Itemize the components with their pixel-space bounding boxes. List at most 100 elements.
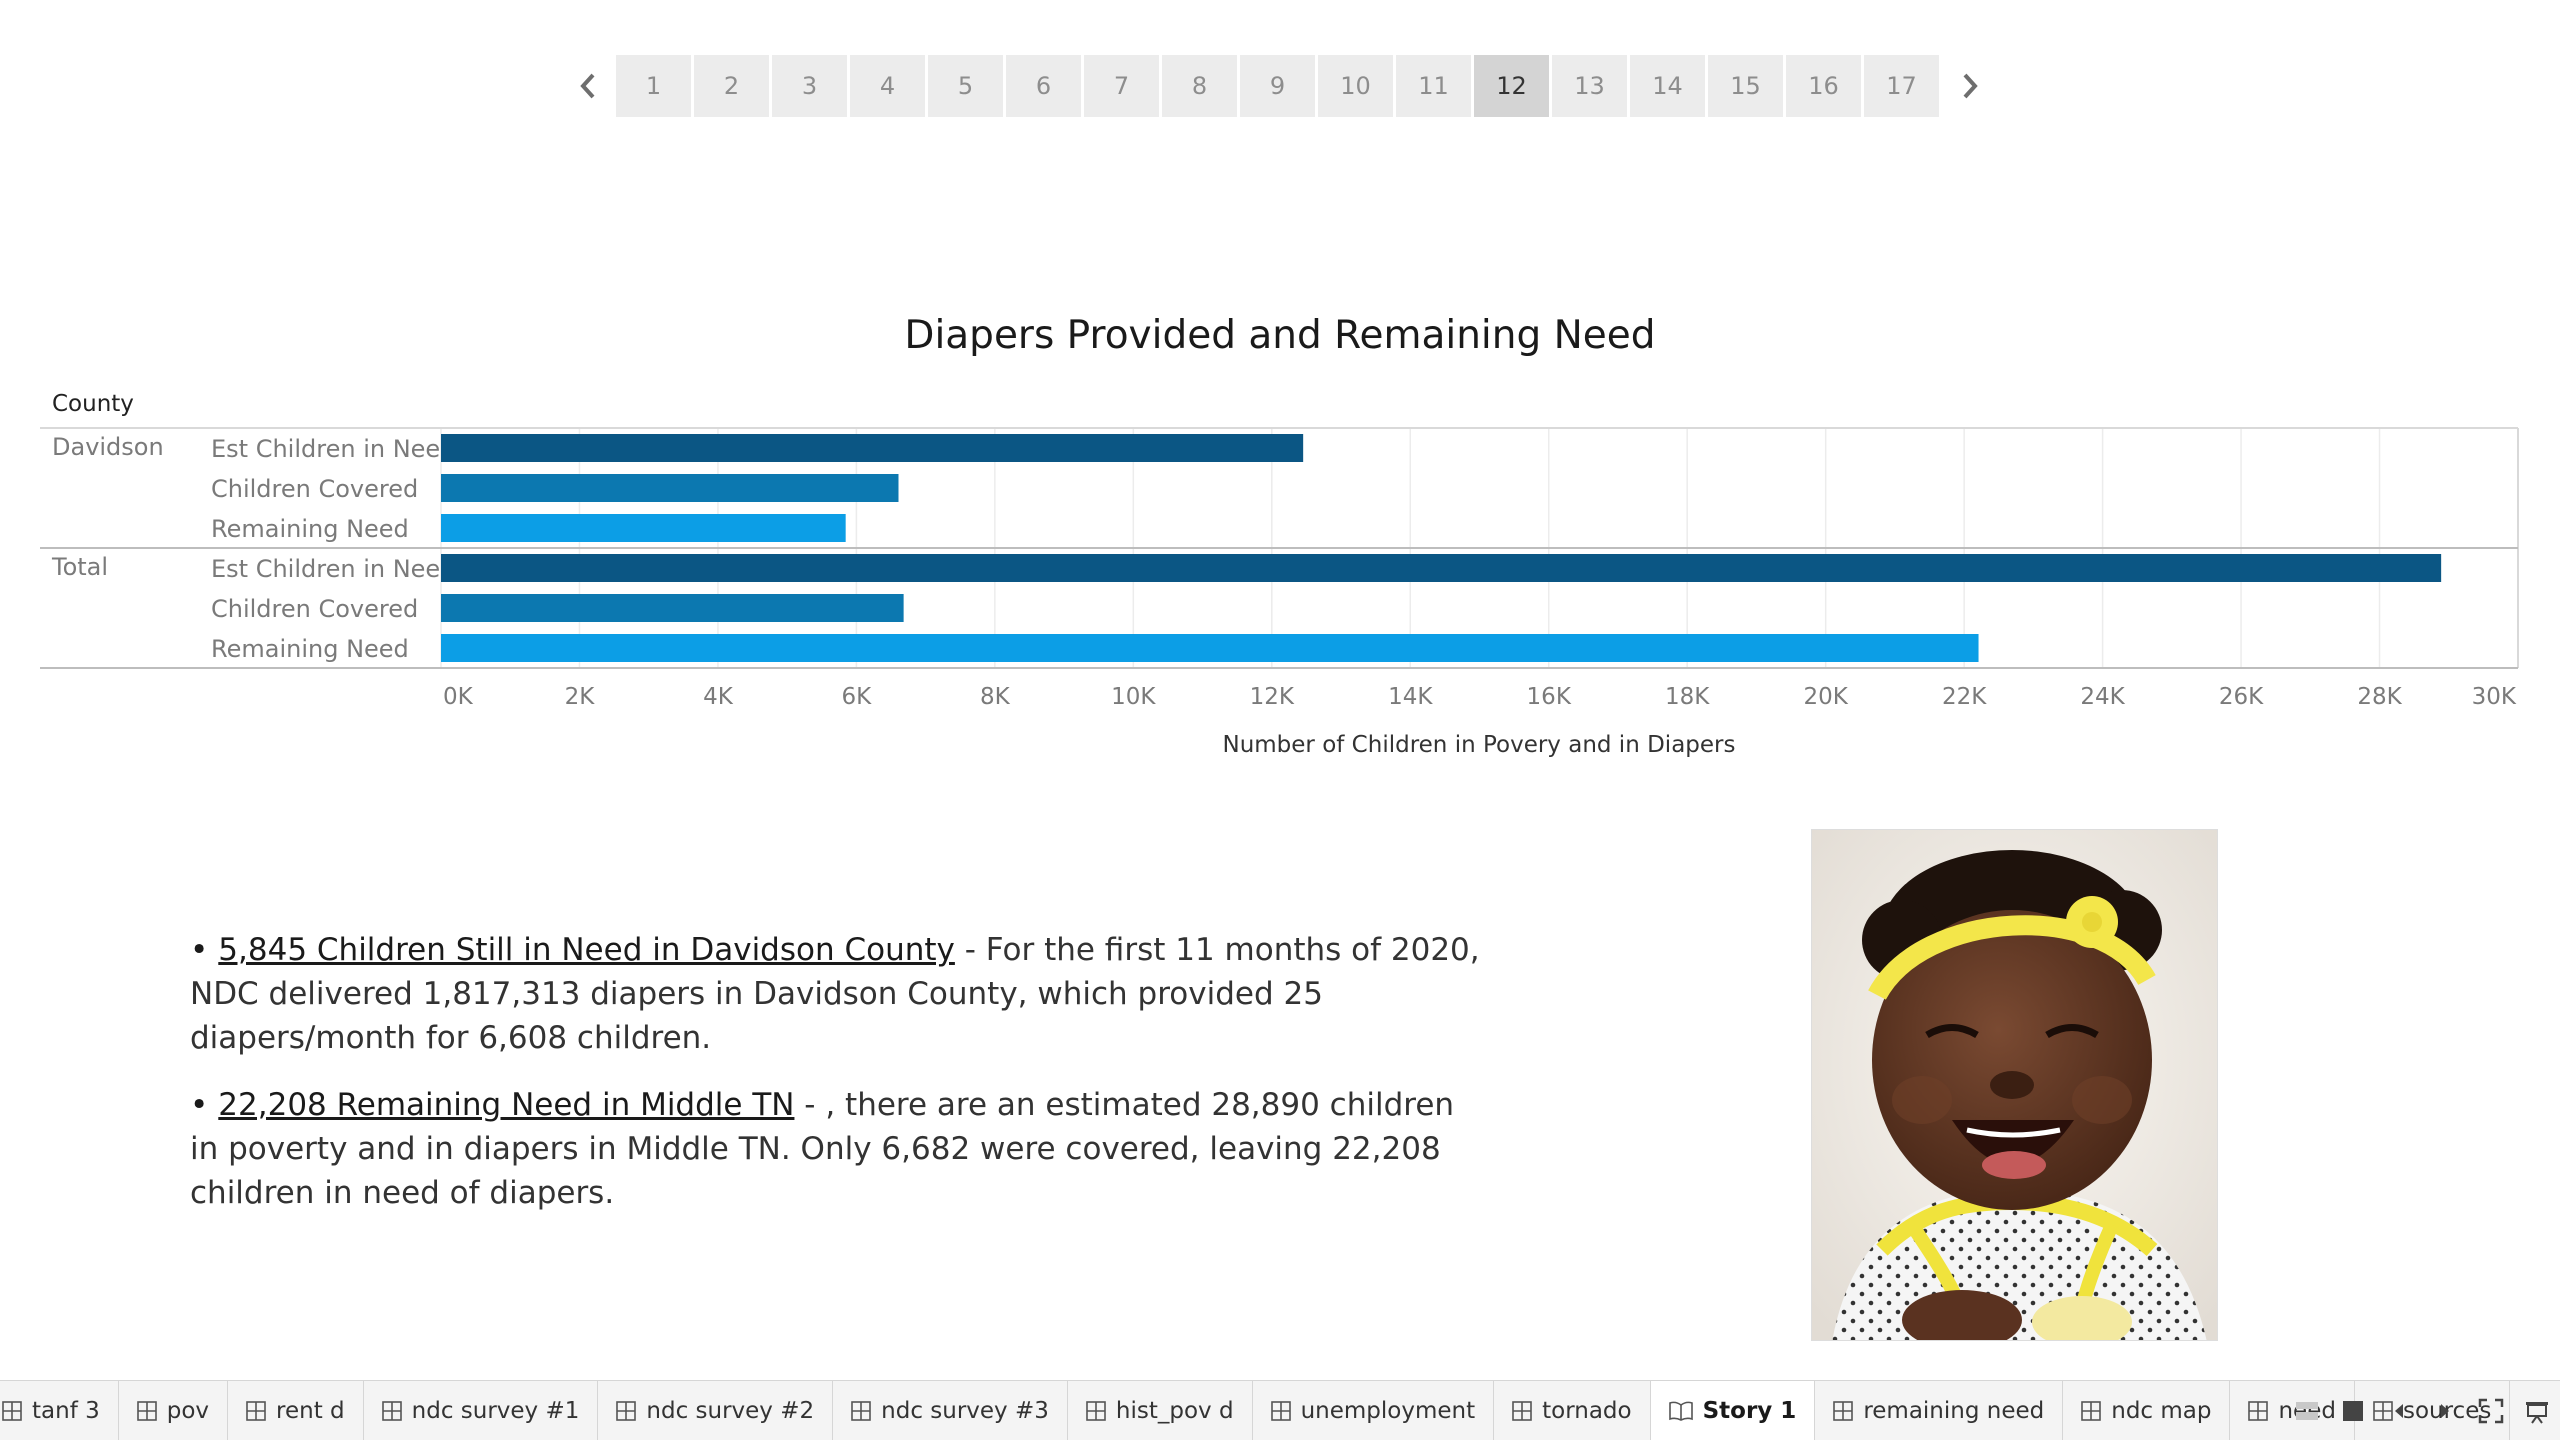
sheet-tab-label: ndc survey #2 xyxy=(646,1398,815,1424)
measure-label: Est Children in Need xyxy=(211,435,455,463)
grid-icon xyxy=(2081,1401,2102,1421)
note-body-davidson: - For the first 11 months of 2020, NDC d… xyxy=(190,932,1480,1056)
bar[interactable] xyxy=(441,594,904,622)
story-point-11[interactable]: 11 xyxy=(1396,55,1471,117)
sheet-tab[interactable]: sources xyxy=(2354,1381,2511,1440)
story-navigator: 1 2 3 4 5 6 7 8 9 10 11 12 13 14 15 16 17 xyxy=(560,55,1998,117)
grid-icon xyxy=(1833,1401,1854,1421)
bar-chart[interactable]: County Davidson Est Children in Need Childr… xyxy=(0,380,2560,780)
sheet-tab[interactable]: tornado xyxy=(1494,1381,1651,1440)
story-point-4[interactable]: 4 xyxy=(850,55,925,117)
story-point-1[interactable]: 1 xyxy=(616,55,691,117)
bar[interactable] xyxy=(441,474,899,502)
sheet-tab-label: rent d xyxy=(276,1398,345,1424)
sheet-tab[interactable]: pov xyxy=(118,1381,229,1440)
sheet-tab[interactable]: tanf 3 xyxy=(0,1381,119,1440)
x-tick-label: 14K xyxy=(1388,684,1433,710)
sheet-tab-label: hist_pov d xyxy=(1115,1398,1234,1424)
x-tick-label: 0K xyxy=(443,684,474,710)
grid-icon xyxy=(246,1401,266,1421)
measure-label: Children Covered xyxy=(211,595,418,623)
sheet-tab-bar: tanf 3 pov rent d ndc survey #1 ndc survey #… xyxy=(0,1380,2560,1440)
story-point-10[interactable]: 10 xyxy=(1318,55,1393,117)
grid-icon xyxy=(1833,1401,1854,1421)
grid-icon xyxy=(381,1401,402,1421)
story-point-16[interactable]: 16 xyxy=(1786,55,1861,117)
sheet-tab[interactable]: Story 1 xyxy=(1650,1381,1816,1440)
scroll-tabs-right-button[interactable] xyxy=(2422,1381,2468,1440)
story-point-8[interactable]: 8 xyxy=(1162,55,1237,117)
x-tick-label: 18K xyxy=(1665,684,1710,710)
story-point-17[interactable]: 17 xyxy=(1864,55,1939,117)
story-point-3[interactable]: 3 xyxy=(772,55,847,117)
grid-icon xyxy=(1086,1401,1106,1421)
grid-icon xyxy=(381,1401,402,1421)
x-tick-label: 24K xyxy=(2080,684,2125,710)
grid-icon xyxy=(2373,1401,2393,1421)
x-tick-label: 12K xyxy=(1250,684,1295,710)
grid-icon xyxy=(2081,1401,2102,1421)
x-tick-label: 28K xyxy=(2357,684,2402,710)
grid-icon xyxy=(616,1401,637,1421)
story-point-5[interactable]: 5 xyxy=(928,55,1003,117)
sheet-tab[interactable]: remaining need xyxy=(1815,1381,2064,1440)
bar[interactable] xyxy=(441,514,846,542)
bullet-point: • xyxy=(190,1087,209,1123)
sheet-tab-label: remaining need xyxy=(1863,1398,2045,1424)
show-tabs-button[interactable] xyxy=(2330,1381,2376,1440)
chevron-left-icon xyxy=(580,73,595,99)
sheet-tab[interactable]: rent d xyxy=(228,1381,364,1440)
grid-icon xyxy=(1512,1401,1532,1421)
story-point-2[interactable]: 2 xyxy=(694,55,769,117)
sheet-tab[interactable]: ndc survey #1 xyxy=(363,1381,599,1440)
chart-title: Diapers Provided and Remaining Need xyxy=(904,313,1656,358)
measure-label: Remaining Need xyxy=(211,635,409,663)
county-label: Davidson xyxy=(52,433,164,461)
fullscreen-button[interactable] xyxy=(2468,1381,2514,1440)
fullscreen-icon xyxy=(2478,1398,2504,1424)
bar[interactable] xyxy=(441,434,1304,462)
measure-label: Remaining Need xyxy=(211,515,409,543)
grid-icon xyxy=(2248,1401,2269,1421)
caret-right-icon xyxy=(2441,1404,2449,1418)
story-point-7[interactable]: 7 xyxy=(1084,55,1159,117)
story-point-15[interactable]: 15 xyxy=(1708,55,1783,117)
story-point-12[interactable]: 12 xyxy=(1474,55,1549,117)
presentation-mode-button[interactable] xyxy=(2514,1381,2560,1440)
measure-label: Children Covered xyxy=(211,475,418,503)
sheet-tab[interactable]: ndc survey #2 xyxy=(598,1381,834,1440)
next-story-point-button[interactable] xyxy=(1942,55,1998,117)
grid-icon xyxy=(2,1401,22,1421)
x-tick-label: 30K xyxy=(2472,684,2517,710)
grid-icon xyxy=(2248,1401,2269,1421)
grid-icon xyxy=(851,1401,871,1421)
x-tick-label: 4K xyxy=(703,684,734,710)
bar[interactable] xyxy=(441,634,1979,662)
sheet-tab[interactable]: hist_pov d xyxy=(1067,1381,1253,1440)
grid-icon xyxy=(2,1401,22,1421)
sheet-tab[interactable]: unemployment xyxy=(1252,1381,1495,1440)
sheet-tab[interactable]: ndc survey #3 xyxy=(833,1381,1068,1440)
x-tick-label: 10K xyxy=(1111,684,1156,710)
bar[interactable] xyxy=(441,554,2442,582)
grid-icon xyxy=(1270,1401,1291,1421)
x-tick-label: 20K xyxy=(1803,684,1848,710)
tabs-view-icon xyxy=(2343,1401,2363,1421)
scroll-tabs-left-button[interactable] xyxy=(2376,1381,2422,1440)
previous-story-point-button[interactable] xyxy=(560,55,616,117)
story-point-13[interactable]: 13 xyxy=(1552,55,1627,117)
grid-icon xyxy=(1086,1401,1106,1421)
story-point-6[interactable]: 6 xyxy=(1006,55,1081,117)
sheet-tab[interactable]: ndc map xyxy=(2063,1381,2231,1440)
grid-icon xyxy=(851,1401,871,1421)
note-bullet-middle-tn: • 22,208 Remaining Need in Middle TN - , … xyxy=(190,1083,1490,1215)
grid-icon xyxy=(1270,1401,1291,1421)
show-filmstrip-button[interactable] xyxy=(2284,1381,2330,1440)
sheet-tab-label: pov xyxy=(166,1398,210,1424)
measure-label: Est Children in Need xyxy=(211,555,455,583)
sheet-tab-label: ndc survey #1 xyxy=(411,1398,580,1424)
story-point-9[interactable]: 9 xyxy=(1240,55,1315,117)
presentation-icon xyxy=(2526,1402,2548,1424)
story-point-14[interactable]: 14 xyxy=(1630,55,1705,117)
x-tick-label: 22K xyxy=(1942,684,1987,710)
